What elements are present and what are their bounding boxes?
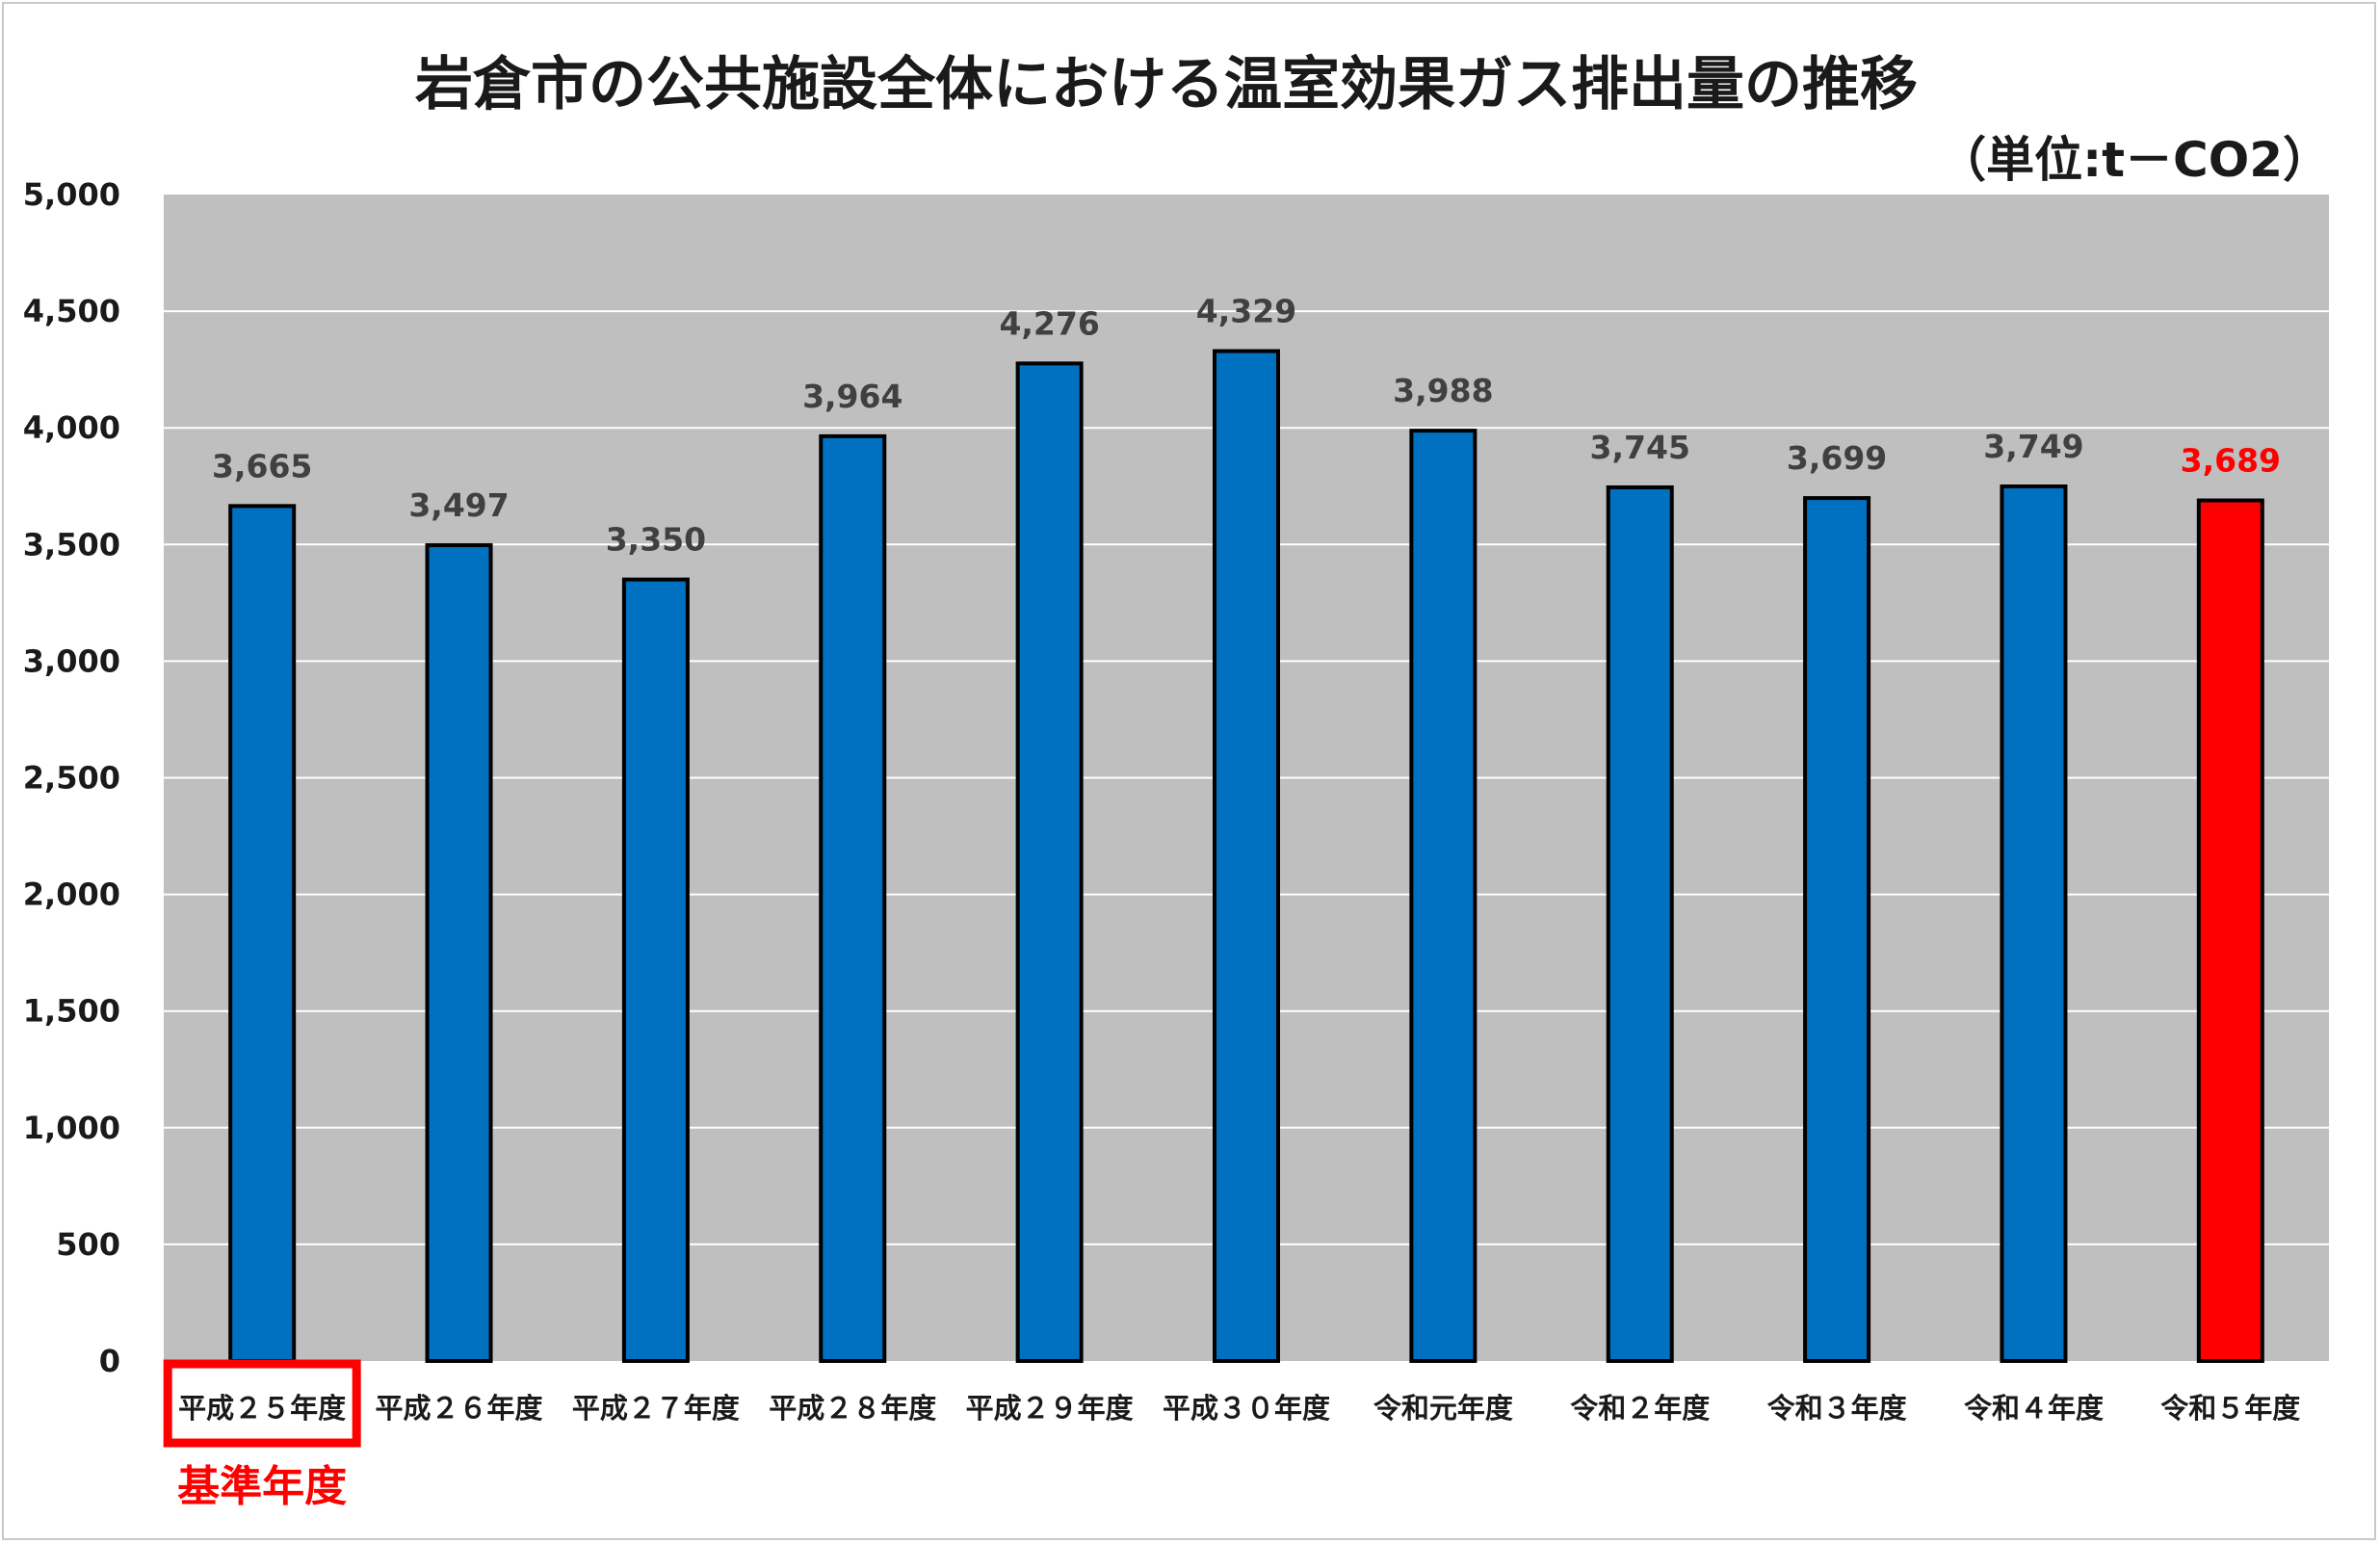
bar xyxy=(1409,429,1478,1364)
y-tick-label: 3,500 xyxy=(23,526,120,563)
data-label: 3,988 xyxy=(1393,372,1493,409)
y-tick-label: 4,500 xyxy=(23,293,120,329)
bar xyxy=(1213,349,1280,1363)
x-tick-label: 令和３年度 xyxy=(1767,1392,1907,1425)
x-tick-label: 令和元年度 xyxy=(1373,1392,1513,1425)
chart-title: 岩倉市の公共施設全体における温室効果ガス排出量の推移 xyxy=(414,51,1918,118)
x-tick-label: 平成２９年度 xyxy=(966,1392,1134,1425)
bar xyxy=(228,504,297,1363)
y-tick-label: 500 xyxy=(56,1226,120,1263)
data-labels: 3,665 3,497 3,350 3,964 4,276 4,329 3,988 3,745… xyxy=(212,293,2281,559)
x-tick-label: 平成２７年度 xyxy=(572,1392,740,1425)
y-tick-label: 4,000 xyxy=(23,409,120,446)
bar xyxy=(1803,496,1871,1363)
data-label: 4,329 xyxy=(1196,293,1296,330)
y-tick-label: 1,000 xyxy=(23,1110,120,1146)
base-year-note: 基準年度 xyxy=(177,1462,347,1511)
y-tick-label: 2,500 xyxy=(23,760,120,797)
y-tick-label: 2,000 xyxy=(23,877,120,913)
x-tick-label: 平成２６年度 xyxy=(376,1392,543,1425)
y-tick-label: 1,500 xyxy=(23,993,120,1030)
y-tick-label: 0 xyxy=(99,1343,120,1379)
bar xyxy=(1606,484,1674,1363)
data-label: 3,699 xyxy=(1787,439,1887,477)
x-tick-label: 平成３０年度 xyxy=(1163,1392,1330,1425)
data-label: 3,749 xyxy=(1983,428,2083,465)
bars xyxy=(228,349,2264,1364)
data-label: 3,665 xyxy=(212,447,312,484)
x-tick-label: 令和４年度 xyxy=(1964,1392,2104,1425)
data-label: 3,497 xyxy=(408,486,509,524)
y-axis: 0 500 1,000 1,500 2,000 2,500 3,000 3,500 4,000 4… xyxy=(23,176,120,1379)
data-label: 4,276 xyxy=(999,304,1099,342)
data-label: 3,745 xyxy=(1590,429,1690,466)
bar xyxy=(2196,498,2264,1363)
base-year-highlight-box xyxy=(163,1359,361,1448)
bar xyxy=(425,543,493,1363)
bar xyxy=(819,433,887,1363)
data-label: 3,964 xyxy=(802,378,902,415)
data-label: 3,689 xyxy=(2181,442,2281,480)
x-axis: 平成２５年度 平成２６年度 平成２７年度 平成２８年度 平成２９年度 平成３０年度 令和元年… xyxy=(178,1392,2300,1425)
x-tick-label: 平成２５年度 xyxy=(178,1392,346,1425)
x-tick-label: 令和５年度 xyxy=(2160,1392,2300,1425)
bar xyxy=(621,577,690,1363)
bar xyxy=(1015,361,1084,1364)
y-tick-label: 3,000 xyxy=(23,642,120,679)
x-tick-label: 令和２年度 xyxy=(1570,1392,1710,1425)
y-tick-label: 5,000 xyxy=(23,176,120,213)
bar xyxy=(2000,484,2068,1363)
data-label: 3,350 xyxy=(606,521,706,559)
x-tick-label: 平成２８年度 xyxy=(769,1392,936,1425)
unit-label: （単位:t－CO2） xyxy=(1938,132,2331,188)
